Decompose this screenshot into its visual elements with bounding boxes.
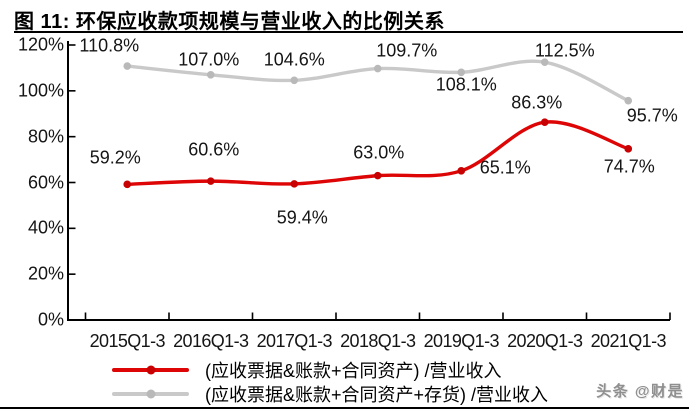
series-marker-0 [123,180,132,189]
series-marker-0 [290,180,299,188]
legend-line-sample-gray [112,389,189,399]
legend-label-receivables-inventory: (应收票据&账款+合同资产+存货) /营业收入 [205,385,549,405]
watermark: 头条 @财是 [596,383,684,400]
legend-line-sample-red [112,365,189,375]
series-marker-1 [624,96,633,105]
legend-marker-red [146,365,155,375]
series-marker-0 [373,171,382,180]
legend-item-receivables-inventory: (应收票据&账款+合同资产+存货) /营业收入 [112,383,548,405]
series-marker-1 [123,62,132,70]
legend-item-receivables: (应收票据&账款+合同资产) /营业收入 [112,359,548,381]
series-marker-0 [457,167,466,175]
bottom-divider [0,407,689,409]
figure-title: 图 11: 环保应收款项规模与营业收入的比例关系 [14,11,445,33]
series-marker-0 [540,118,549,127]
chart-legend: (应收票据&账款+合同资产) /营业收入 (应收票据&账款+合同资产+存货) /… [112,359,548,405]
series-marker-0 [206,177,215,185]
series-marker-1 [290,76,299,85]
series-marker-1 [457,68,466,77]
title-divider [14,31,683,33]
legend-marker-gray [146,389,155,399]
series-marker-1 [206,70,215,79]
series-marker-1 [373,64,382,73]
series-marker-1 [540,58,549,66]
series-marker-0 [624,145,633,153]
legend-label-receivables: (应收票据&账款+合同资产) /营业收入 [205,361,502,381]
